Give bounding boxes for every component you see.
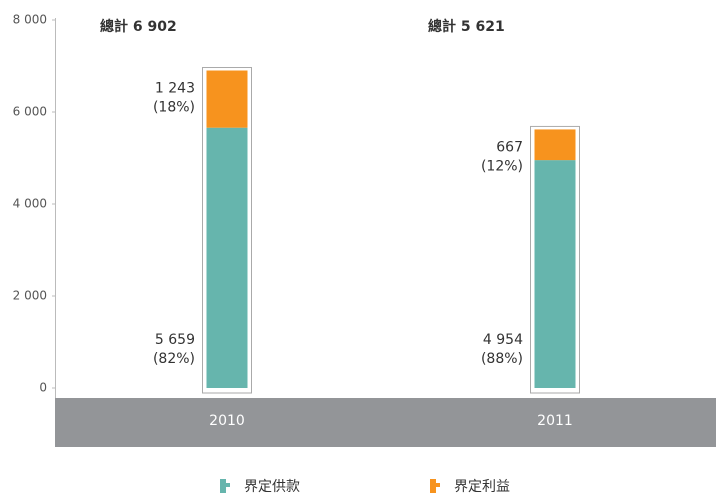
- bar-segment: [534, 129, 576, 161]
- y-tick-label: 0: [39, 381, 47, 395]
- bar-segment: [534, 160, 576, 388]
- bar-segment: [206, 70, 248, 128]
- value-label: 5 659: [155, 332, 195, 348]
- y-tick-label: 8 000: [13, 13, 47, 27]
- y-tick-label: 6 000: [13, 105, 47, 119]
- value-label: 667: [496, 139, 523, 155]
- share-label: (12%): [481, 158, 523, 174]
- y-tick-label: 4 000: [13, 197, 47, 211]
- value-label: 4 954: [483, 332, 523, 348]
- bar-frame: [530, 125, 580, 394]
- total-label: 總計 5 621: [428, 18, 505, 35]
- value-label: 1 243: [155, 81, 195, 97]
- legend-label: 界定利益: [454, 479, 510, 495]
- total-label: 總計 6 902: [100, 18, 177, 35]
- legend-swatch: [220, 479, 230, 493]
- legend-item: [220, 479, 230, 493]
- legend-item: [430, 479, 440, 493]
- legend-label: 界定供款: [244, 479, 300, 495]
- x-tick-label: 2011: [537, 413, 573, 429]
- bar-segment: [206, 127, 248, 388]
- y-tick-label: 2 000: [13, 289, 47, 303]
- category-band: [55, 398, 716, 447]
- share-label: (88%): [481, 351, 523, 367]
- share-label: (18%): [153, 100, 195, 116]
- legend-swatch: [430, 479, 440, 493]
- share-label: (82%): [153, 351, 195, 367]
- x-tick-label: 2010: [209, 413, 245, 429]
- bar-frame: [202, 67, 252, 394]
